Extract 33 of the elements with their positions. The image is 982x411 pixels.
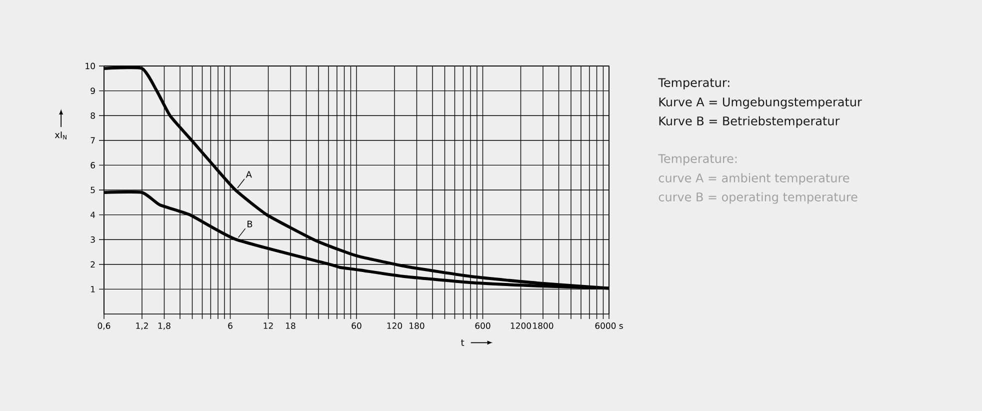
y-tick-label: 10 [86, 62, 95, 70]
x-tick-label: 120 [387, 322, 402, 329]
x-tick-label: 6 [228, 322, 232, 329]
y-tick-label: 2 [90, 261, 95, 268]
y-tick-label: 5 [90, 186, 95, 194]
x-tick-label: 18 [286, 322, 296, 329]
y-tick-label: 3 [90, 236, 95, 243]
x-tick-label: 0,6 [98, 322, 110, 330]
y-tick-label: 1 [91, 286, 95, 292]
y-tick-label: 9 [90, 88, 95, 94]
x-tick-label: 6000 s [595, 322, 623, 329]
text: Temperatur: [658, 78, 730, 90]
x-tick-label: 1,8 [158, 322, 170, 330]
x-tick-label: 600 [475, 322, 490, 329]
y-tick-label: 4 [90, 212, 96, 218]
y-tick-label: 6 [90, 162, 95, 168]
x-axis-title: t [461, 340, 464, 346]
x-tick-label: 60 [352, 322, 362, 329]
annotation: B [248, 220, 252, 228]
y-axis-title: xI$_{N}$ [54, 132, 66, 140]
x-tick-label: 1,2 [136, 322, 148, 330]
x-tick-label: 180 [410, 322, 424, 329]
x-tick-label: 1200 [510, 322, 531, 329]
text: curve B = operating temperature [658, 192, 858, 204]
text: curve A = ambient temperature [658, 173, 850, 185]
y-tick-label: 7 [90, 137, 95, 144]
text: Temperature: [658, 154, 737, 166]
annotation: A [246, 171, 252, 178]
x-tick-label: 12 [264, 322, 273, 329]
text: Kurve A = Umgebungstemperatur [659, 97, 862, 109]
y-tick-label: 8 [90, 112, 95, 119]
x-tick-label: 1800 [533, 322, 554, 329]
text: Kurve B = Betriebstemperatur [659, 116, 840, 128]
